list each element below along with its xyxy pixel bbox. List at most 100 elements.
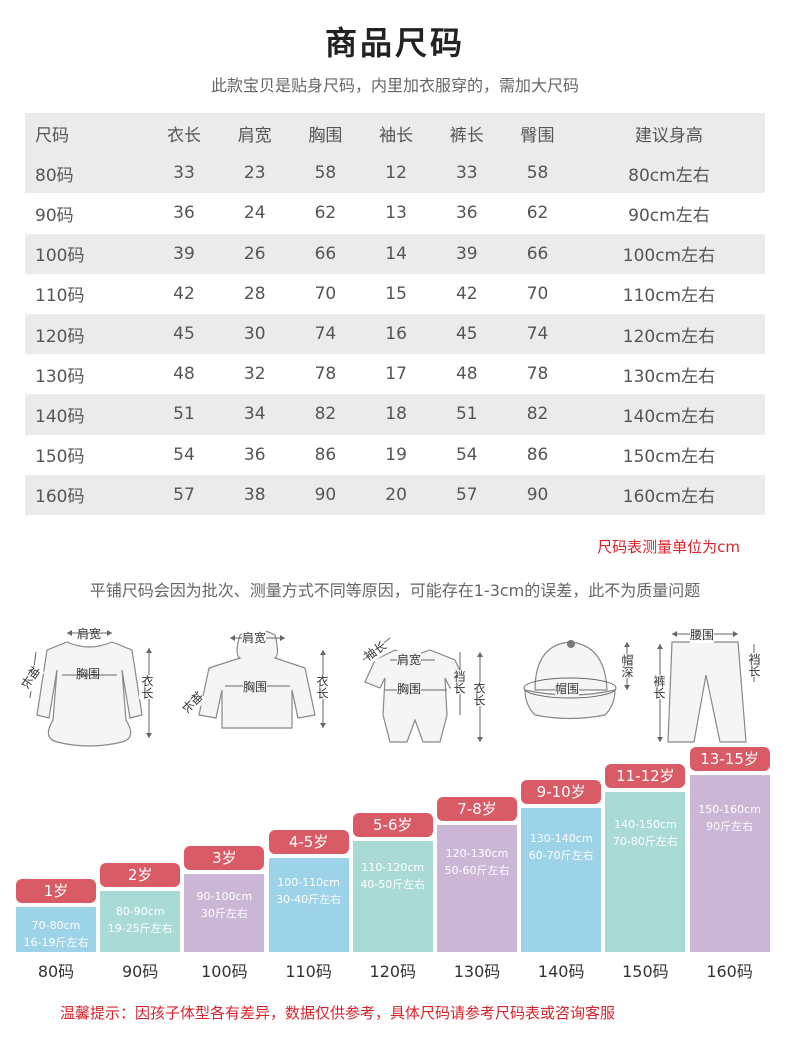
table-header-cell: 衣长 xyxy=(166,125,201,146)
age-bar-text: 110-120cm 40-50斤左右 xyxy=(353,859,433,893)
romper-crotch-label: 裆长 xyxy=(451,670,468,694)
romper-shoulder-label: 肩宽 xyxy=(397,651,422,668)
weight-range: 30-40斤左右 xyxy=(276,892,342,906)
dress-shoulder-label: 肩宽 xyxy=(77,627,102,641)
size-label: 110码 xyxy=(285,962,332,981)
height-range: 80-90cm xyxy=(115,904,165,918)
dress-diagram: 肩宽 胸围 衣长 袖长 xyxy=(16,620,157,754)
age-size-chart: 1岁 70-80cm 16-19斤左右 80码 2岁 80-90cm 19-25斤左右 90码… xyxy=(0,747,790,1000)
table-cell: 90 xyxy=(526,484,549,505)
table-cell: 33 xyxy=(455,163,478,184)
age-tag: 5-6岁 xyxy=(352,813,433,837)
table-cell: 51 xyxy=(173,404,195,425)
weight-range: 60-70斤左右 xyxy=(528,849,594,862)
pants-waist-label: 腰围 xyxy=(690,626,715,643)
table-cell: 24 xyxy=(243,203,266,224)
table-cell: 32 xyxy=(243,364,266,385)
table-header-cell: 袖长 xyxy=(379,125,414,146)
table-cell: 90cm左右 xyxy=(628,205,710,226)
age-column: 9-10岁 130-140cm 60-70斤左右 140码 xyxy=(521,760,602,1000)
age-bar xyxy=(100,890,181,952)
age-column: 7-8岁 120-130cm 50-60斤左右 130码 xyxy=(437,760,517,1000)
table-row: 80码 33 23 58 12 33 58 80cm左右 xyxy=(25,153,765,194)
table-cell: 90 xyxy=(314,484,337,505)
table-cell: 51 xyxy=(455,404,478,425)
table-cell: 58 xyxy=(314,163,337,184)
age-tag: 3岁 xyxy=(184,846,265,870)
table-cell: 57 xyxy=(455,484,478,505)
table-cell: 80cm左右 xyxy=(628,165,710,186)
weight-range: 40-50斤左右 xyxy=(360,878,426,891)
table-cell: 33 xyxy=(173,163,195,184)
table-row: 100码 39 26 66 14 39 66 100cm左右 xyxy=(25,233,765,274)
table-body: 80码 33 23 58 12 33 58 80cm左右 90码 36 24 62 13 36 62 90cm… xyxy=(25,153,765,515)
table-cell: 16 xyxy=(385,324,407,345)
tip-note: 温馨提示：因孩子体型各有差异，数据仅供参考，具体尺码请参考尺码表或咨询客服 xyxy=(60,1004,616,1022)
hoodie-shoulder-label: 肩宽 xyxy=(242,629,267,646)
height-range: 150-160cm xyxy=(698,803,761,816)
hat-depth-label: 帽深 xyxy=(619,654,636,678)
hoodie-chest-label: 胸围 xyxy=(243,678,268,695)
size-label: 120码 xyxy=(369,962,417,981)
hoodie-diagram: 肩宽 胸围 衣长 袖长 xyxy=(178,620,335,744)
weight-range: 16-19斤左右 xyxy=(23,936,89,949)
pants-length-label: 裤长 xyxy=(651,675,668,699)
table-cell: 160码 xyxy=(35,487,85,508)
height-range: 120-130cm xyxy=(445,846,509,860)
height-range: 100-110cm xyxy=(277,875,340,889)
table-header-cell: 裤长 xyxy=(449,125,484,146)
height-range: 140-150cm xyxy=(614,817,677,831)
size-label: 100码 xyxy=(201,962,248,981)
size-label: 80码 xyxy=(37,962,75,981)
table-cell: 110码 xyxy=(35,286,85,307)
age-bar xyxy=(437,824,517,952)
height-range: 110-120cm xyxy=(361,861,425,874)
table-cell: 18 xyxy=(385,404,407,425)
size-label: 90码 xyxy=(122,962,159,981)
age-column: 13-15岁 150-160cm 90斤左右 160码 xyxy=(689,747,770,1000)
table-row: 110码 42 28 70 15 42 70 110cm左右 xyxy=(25,273,765,314)
hoodie-length-label: 衣长 xyxy=(314,675,331,699)
table-cell: 14 xyxy=(385,243,407,264)
romper-chest-label: 胸围 xyxy=(397,680,422,697)
romper-length-label: 衣长 xyxy=(471,682,488,706)
age-bar xyxy=(184,874,265,952)
pants-crotch-label: 裆长 xyxy=(746,653,763,677)
age-column: 3岁 90-100cm 30斤左右 100码 xyxy=(184,760,265,1000)
age-bar-text: 140-150cm 70-80斤左右 xyxy=(605,816,685,850)
table-cell: 12 xyxy=(385,163,407,184)
table-cell: 150cm左右 xyxy=(622,447,716,468)
table-row: 90码 36 24 62 13 36 62 90cm左右 xyxy=(25,193,765,234)
age-column: 1岁 70-80cm 16-19斤左右 80码 xyxy=(16,760,96,1000)
table-row: 140码 51 34 82 18 51 82 140cm左右 xyxy=(25,394,765,435)
height-range: 70-80cm xyxy=(31,919,81,932)
size-label: 150码 xyxy=(622,962,669,981)
table-header-cell: 肩宽 xyxy=(237,125,272,146)
table-header-cell: 臀围 xyxy=(520,125,555,146)
weight-range: 19-25斤左右 xyxy=(107,921,173,935)
table-cell: 78 xyxy=(314,364,337,385)
age-bar-text: 70-80cm 16-19斤左右 xyxy=(16,917,96,951)
table-cell: 66 xyxy=(526,243,549,264)
age-column: 4-5岁 100-110cm 30-40斤左右 110码 xyxy=(268,760,349,1000)
height-range: 90-100cm xyxy=(196,890,253,903)
table-cell: 20 xyxy=(385,484,407,505)
size-label: 140码 xyxy=(537,962,585,981)
table-cell: 15 xyxy=(385,283,407,304)
size-label: 130码 xyxy=(453,962,501,981)
table-cell: 70 xyxy=(314,283,337,304)
table-cell: 19 xyxy=(385,444,407,465)
age-bar-text: 130-140cm 60-70斤左右 xyxy=(521,830,601,864)
height-range: 130-140cm xyxy=(529,832,593,845)
age-tag: 7-8岁 xyxy=(437,796,517,821)
table-cell: 62 xyxy=(526,203,549,224)
age-bar xyxy=(16,907,96,952)
table-cell: 82 xyxy=(526,404,549,425)
table-cell: 26 xyxy=(243,243,266,264)
hat-diagram: 帽围 帽深 xyxy=(515,620,645,734)
table-header-cell: 建议身高 xyxy=(634,125,703,146)
table-cell: 86 xyxy=(526,444,549,465)
table-cell: 48 xyxy=(173,364,195,385)
table-header-cell: 尺码 xyxy=(35,125,69,146)
table-cell: 80码 xyxy=(35,165,74,186)
